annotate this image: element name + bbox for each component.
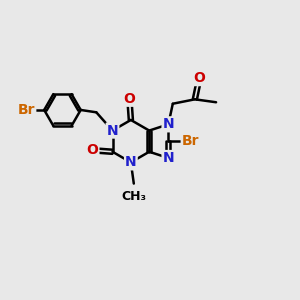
- Text: O: O: [86, 143, 98, 157]
- Text: Br: Br: [18, 103, 35, 117]
- Text: O: O: [194, 71, 205, 85]
- Text: CH₃: CH₃: [121, 190, 146, 203]
- Text: N: N: [125, 155, 137, 170]
- Text: N: N: [107, 124, 118, 138]
- Text: N: N: [163, 151, 174, 165]
- Text: Br: Br: [182, 134, 199, 148]
- Text: N: N: [163, 117, 174, 131]
- Text: O: O: [124, 92, 135, 106]
